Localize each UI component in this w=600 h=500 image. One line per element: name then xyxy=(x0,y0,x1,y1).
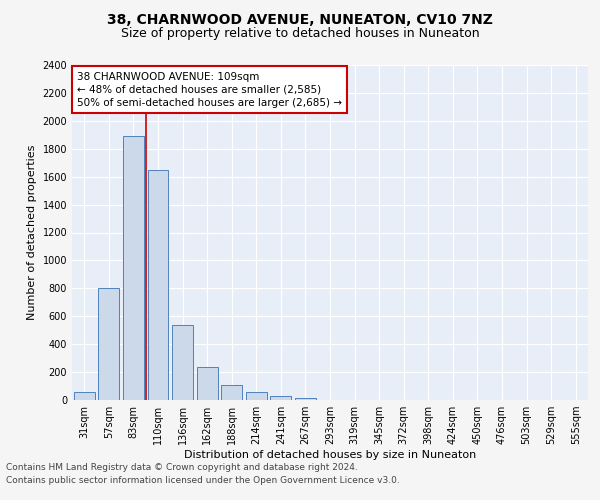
Bar xyxy=(123,136,144,400)
Bar xyxy=(221,385,242,400)
Bar xyxy=(148,170,169,400)
Text: 38, CHARNWOOD AVENUE, NUNEATON, CV10 7NZ: 38, CHARNWOOD AVENUE, NUNEATON, CV10 7NZ xyxy=(107,12,493,26)
Bar xyxy=(271,396,292,400)
Bar xyxy=(295,398,316,400)
X-axis label: Distribution of detached houses by size in Nuneaton: Distribution of detached houses by size … xyxy=(184,450,476,460)
Bar xyxy=(98,288,119,400)
Bar xyxy=(246,392,267,400)
Bar xyxy=(74,392,95,400)
Text: Size of property relative to detached houses in Nuneaton: Size of property relative to detached ho… xyxy=(121,28,479,40)
Text: Contains public sector information licensed under the Open Government Licence v3: Contains public sector information licen… xyxy=(6,476,400,485)
Bar xyxy=(172,326,193,400)
Y-axis label: Number of detached properties: Number of detached properties xyxy=(27,145,37,320)
Text: 38 CHARNWOOD AVENUE: 109sqm
← 48% of detached houses are smaller (2,585)
50% of : 38 CHARNWOOD AVENUE: 109sqm ← 48% of det… xyxy=(77,72,342,108)
Text: Contains HM Land Registry data © Crown copyright and database right 2024.: Contains HM Land Registry data © Crown c… xyxy=(6,464,358,472)
Bar xyxy=(197,366,218,400)
